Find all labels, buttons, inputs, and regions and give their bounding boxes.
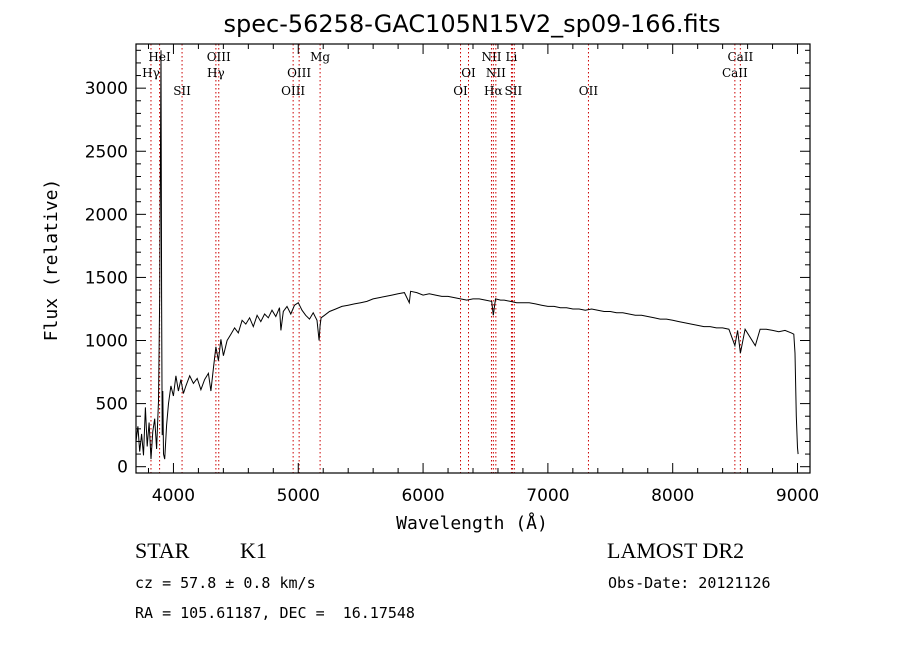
observation-date: Obs-Date: 20121126: [608, 574, 771, 592]
survey-name: LAMOST DR2: [607, 538, 745, 563]
spectral-line-label: CaII: [727, 50, 753, 64]
x-tick-label: 5000: [277, 486, 320, 506]
spectral-line-label: Hγ: [207, 66, 225, 80]
y-tick-label: 3000: [85, 79, 128, 99]
spectrum-line: [135, 50, 799, 460]
object-subclass: K1: [240, 538, 267, 563]
y-tick-label: 1500: [85, 268, 128, 288]
spectral-line-label: SII: [505, 84, 523, 98]
spectral-line-markers: Hγ HeI SII OIII Hγ OIII OIII Mg OI OI NII NII Hα Li SI…: [142, 44, 754, 473]
redshift-cz: cz = 57.8 ± 0.8 km/s: [135, 574, 316, 592]
spectral-line-label: OI: [461, 66, 476, 80]
y-tick-label: 500: [96, 395, 128, 415]
spectral-line-label: OI: [453, 84, 468, 98]
x-tick-label: 6000: [401, 486, 444, 506]
spectral-line-label: Hγ: [142, 66, 160, 80]
x-axis-label: Wavelength (Å): [396, 512, 548, 534]
y-axis-label: Flux (relative): [41, 179, 62, 342]
x-axis: 4000 5000 6000 7000 8000 9000: [147, 44, 819, 506]
y-tick-label: 2000: [85, 205, 128, 225]
spectral-line-label: Hα: [484, 84, 503, 98]
x-tick-label: 7000: [526, 486, 569, 506]
spectrum-chart: spec-56258-GAC105N15V2_sp09-166.fits HγH…: [41, 10, 819, 534]
object-class: STAR: [135, 538, 190, 563]
spectral-line-label: NII: [481, 50, 501, 64]
spectral-line-label: CaII: [722, 66, 748, 80]
x-tick-label: 4000: [152, 486, 195, 506]
spectral-line-label: OIII: [281, 84, 305, 98]
spectral-line-label: HeI: [148, 50, 171, 64]
y-axis: 0 500 1000 1500 2000 2500 3000: [85, 49, 810, 478]
plot-frame: [135, 43, 811, 474]
y-tick-label: 2500: [85, 142, 128, 162]
spectral-line-label: Li: [506, 50, 518, 64]
y-tick-label: 0: [117, 458, 128, 478]
spectral-line-label: OIII: [207, 50, 231, 64]
coordinates-ra-dec: RA = 105.61187, DEC = 16.17548: [135, 604, 415, 622]
x-tick-label: 8000: [651, 486, 694, 506]
spectral-line-label: OII: [579, 84, 599, 98]
spectral-line-label: OIII: [287, 66, 311, 80]
spectral-line-label: Mg: [310, 50, 330, 64]
x-tick-label: 9000: [776, 486, 819, 506]
spectral-line-label: SII: [173, 84, 191, 98]
y-tick-label: 1000: [85, 332, 128, 352]
chart-title: spec-56258-GAC105N15V2_sp09-166.fits: [224, 10, 721, 38]
spectral-line-label: NII: [486, 66, 506, 80]
